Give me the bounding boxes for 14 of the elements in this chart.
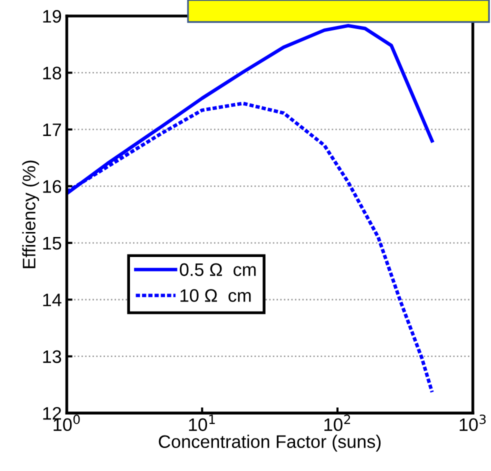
y-tick-label: 17 — [43, 124, 62, 136]
x-tick-label: 10$^{3}$ — [460, 414, 486, 432]
y-tick-label: 19 — [43, 10, 62, 23]
x-axis-title: Concentration Factor (suns) — [158, 434, 381, 452]
y-tick-label: 14 — [43, 294, 62, 306]
y-tick-label: 15 — [43, 237, 62, 250]
y-axis-title: Efficiency (%) — [22, 160, 40, 268]
y-tick-label: 13 — [43, 350, 62, 364]
x-tick-label: 10$^{1}$ — [189, 414, 215, 432]
x-tick-label: 10$^{2}$ — [324, 414, 350, 432]
y-tick-label: 16 — [43, 180, 62, 193]
y-tick-label: 18 — [43, 66, 62, 80]
legend-label: 0.5 Ω cm — [180, 263, 256, 276]
legend-label: 10 Ω cm — [180, 289, 251, 302]
